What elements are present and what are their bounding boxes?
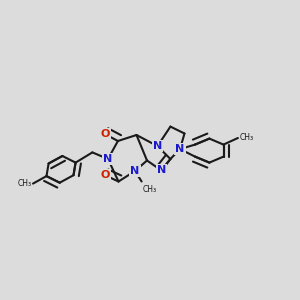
Text: N: N [176,144,184,154]
Text: CH₃: CH₃ [239,134,254,142]
Text: N: N [103,154,112,164]
Text: N: N [153,141,162,151]
Text: N: N [130,166,140,176]
Text: N: N [157,165,166,176]
Text: CH₃: CH₃ [17,179,32,188]
Text: O: O [100,129,110,139]
Text: CH₃: CH₃ [143,184,157,194]
Text: O: O [101,170,110,181]
